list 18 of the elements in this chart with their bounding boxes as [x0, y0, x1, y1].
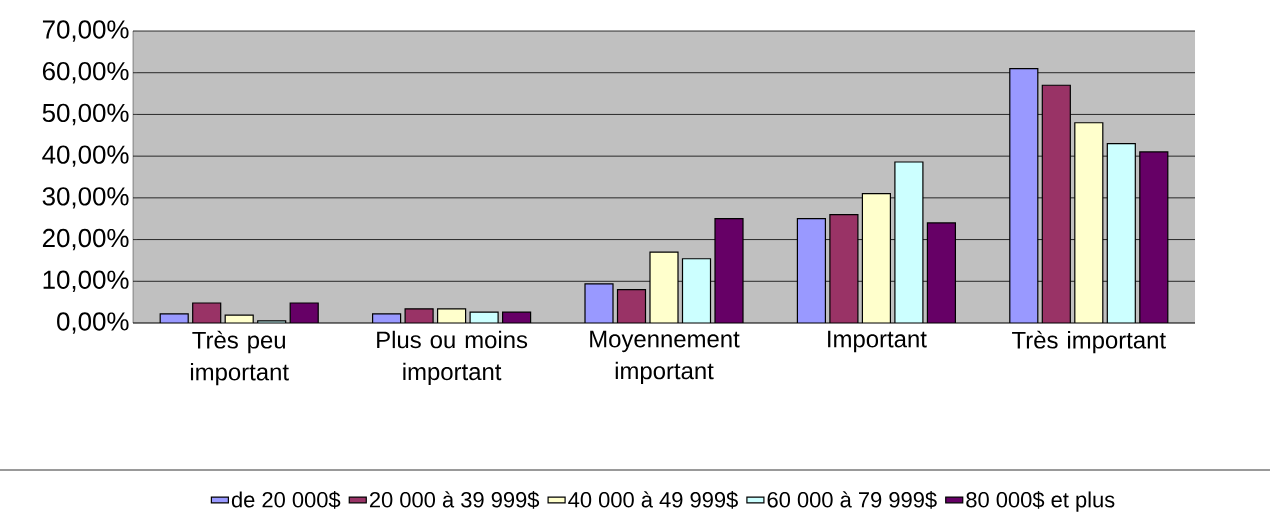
y-tick-label: 20,00%: [42, 228, 129, 251]
x-tick-label: Important: [828, 330, 927, 353]
x-tick-label: Plus ou moins important: [377, 330, 528, 385]
y-tick-label: 50,00%: [42, 103, 129, 126]
y-tick-label: 10,00%: [43, 270, 129, 292]
x-tick-label: Très important: [1012, 330, 1166, 354]
legend-label: 60 000 à 79 999$: [767, 491, 937, 509]
x-tick-label: Très peu important: [190, 330, 289, 386]
y-tick-label: 70,00%: [42, 20, 129, 42]
y-tick-label: 0,00%: [57, 312, 129, 334]
y-tick-label: 30,00%: [42, 187, 129, 209]
y-tick-label: 60,00%: [42, 62, 129, 84]
legend-label: de 20 000$: [231, 491, 341, 509]
legend-label: 20 000 à 39 999$: [369, 491, 540, 509]
legend-label: 40 000 à 49 999$: [568, 491, 738, 509]
y-tick-label: 40,00%: [42, 145, 129, 167]
x-tick-label: Moyennement important: [590, 330, 740, 385]
legend-label: 80 000$ et plus: [966, 491, 1115, 512]
